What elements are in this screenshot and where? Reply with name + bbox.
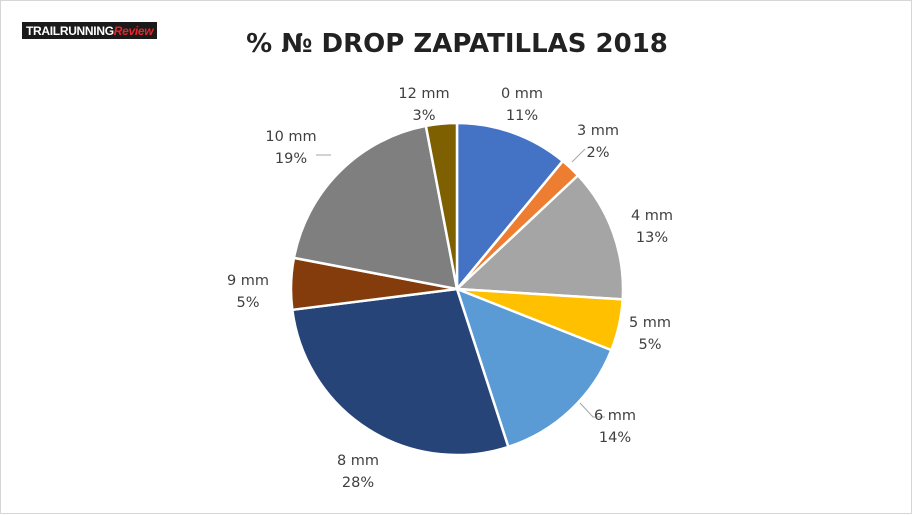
slice-label-9-mm: 9 mm 5%	[227, 273, 269, 311]
pie-slice-10-mm	[292, 124, 459, 291]
slice-percent-label: 13%	[636, 230, 668, 246]
slice-percent-label: 5%	[638, 337, 661, 353]
logo-text-review: Review	[113, 23, 154, 38]
leader-lines	[316, 148, 605, 418]
trailrunning-review-logo: TRAILRUNNING Review	[22, 22, 158, 39]
slice-category-label: 5 mm	[629, 315, 671, 331]
pie-slice-0-mm	[455, 121, 565, 291]
slice-label-5-mm: 5 mm 5%	[629, 315, 671, 353]
slice-category-label: 0 mm	[501, 86, 543, 102]
slice-percent-label: 28%	[342, 475, 374, 491]
pie-slice-4-mm	[455, 174, 625, 301]
slice-percent-label: 14%	[599, 430, 631, 446]
slice-percent-label: 3%	[412, 108, 435, 124]
leader-line-6-mm	[579, 402, 605, 418]
slice-category-label: 4 mm	[631, 208, 673, 224]
slice-label-12-mm: 12 mm 3%	[398, 86, 449, 124]
slice-label-8-mm: 8 mm 28%	[337, 453, 379, 491]
slice-category-label: 3 mm	[577, 123, 619, 139]
slice-category-label: 10 mm	[265, 129, 316, 145]
slice-label-10-mm: 10 mm 19%	[265, 129, 316, 167]
chart-title: % № DROP ZAPATILLAS 2018	[246, 29, 668, 59]
logo-text-trailrunning: TRAILRUNNING	[26, 23, 114, 38]
slice-category-label: 8 mm	[337, 453, 379, 469]
slice-percent-label: 2%	[586, 145, 609, 161]
slice-category-label: 9 mm	[227, 273, 269, 289]
slice-category-label: 12 mm	[398, 86, 449, 102]
pie-slice-8-mm	[291, 287, 510, 457]
slice-category-label: 6 mm	[594, 408, 636, 424]
pie-slices	[289, 121, 625, 457]
pie-slice-12-mm	[424, 121, 459, 291]
leader-line-3-mm	[571, 148, 586, 163]
slice-label-6-mm: 6 mm 14%	[594, 408, 636, 446]
slice-percent-label: 19%	[275, 151, 307, 167]
slice-label-3-mm: 3 mm 2%	[577, 123, 619, 161]
slice-label-0-mm: 0 mm 11%	[501, 86, 543, 124]
slice-percent-label: 5%	[236, 295, 259, 311]
slice-percent-label: 11%	[506, 108, 538, 124]
slice-labels: 0 mm 11% 3 mm 2% 4 mm 13% 5 mm 5% 6 mm 14% 8 mm 28%…	[227, 86, 673, 491]
slice-label-4-mm: 4 mm 13%	[631, 208, 673, 246]
